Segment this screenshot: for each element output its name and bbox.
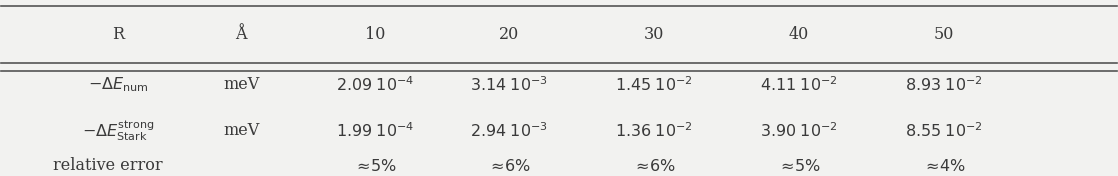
Text: $3.90\;10^{-2}$: $3.90\;10^{-2}$ bbox=[760, 122, 837, 140]
Text: $-\Delta E_{\mathrm{num}}$: $-\Delta E_{\mathrm{num}}$ bbox=[88, 75, 149, 94]
Text: 30: 30 bbox=[644, 26, 664, 43]
Text: $8.93\;10^{-2}$: $8.93\;10^{-2}$ bbox=[904, 75, 983, 94]
Text: $4.11\;10^{-2}$: $4.11\;10^{-2}$ bbox=[760, 75, 837, 94]
Text: R: R bbox=[113, 26, 124, 43]
Text: relative error: relative error bbox=[53, 157, 162, 174]
Text: $\approx\!5\%$: $\approx\!5\%$ bbox=[353, 158, 397, 174]
Text: 40: 40 bbox=[788, 26, 809, 43]
Text: $2.09\;10^{-4}$: $2.09\;10^{-4}$ bbox=[335, 75, 414, 94]
Text: $1.36\;10^{-2}$: $1.36\;10^{-2}$ bbox=[615, 122, 693, 140]
Text: $\approx\!5\%$: $\approx\!5\%$ bbox=[777, 158, 821, 174]
Text: 50: 50 bbox=[934, 26, 954, 43]
Text: meV: meV bbox=[222, 76, 259, 93]
Text: $1.99\;10^{-4}$: $1.99\;10^{-4}$ bbox=[335, 122, 414, 140]
Text: $\approx\!4\%$: $\approx\!4\%$ bbox=[922, 158, 966, 174]
Text: 20: 20 bbox=[499, 26, 519, 43]
Text: $-\Delta E_{\mathrm{Stark}}^{\mathrm{strong}}$: $-\Delta E_{\mathrm{Stark}}^{\mathrm{str… bbox=[83, 118, 154, 143]
Text: $8.55\;10^{-2}$: $8.55\;10^{-2}$ bbox=[904, 122, 983, 140]
Text: 10: 10 bbox=[364, 26, 386, 43]
Text: $3.14\;10^{-3}$: $3.14\;10^{-3}$ bbox=[470, 75, 548, 94]
Text: $2.94\;10^{-3}$: $2.94\;10^{-3}$ bbox=[470, 122, 548, 140]
Text: $1.45\;10^{-2}$: $1.45\;10^{-2}$ bbox=[615, 75, 693, 94]
Text: Å: Å bbox=[236, 26, 247, 43]
Text: meV: meV bbox=[222, 122, 259, 139]
Text: $\approx\!6\%$: $\approx\!6\%$ bbox=[632, 158, 675, 174]
Text: $\approx\!6\%$: $\approx\!6\%$ bbox=[487, 158, 531, 174]
